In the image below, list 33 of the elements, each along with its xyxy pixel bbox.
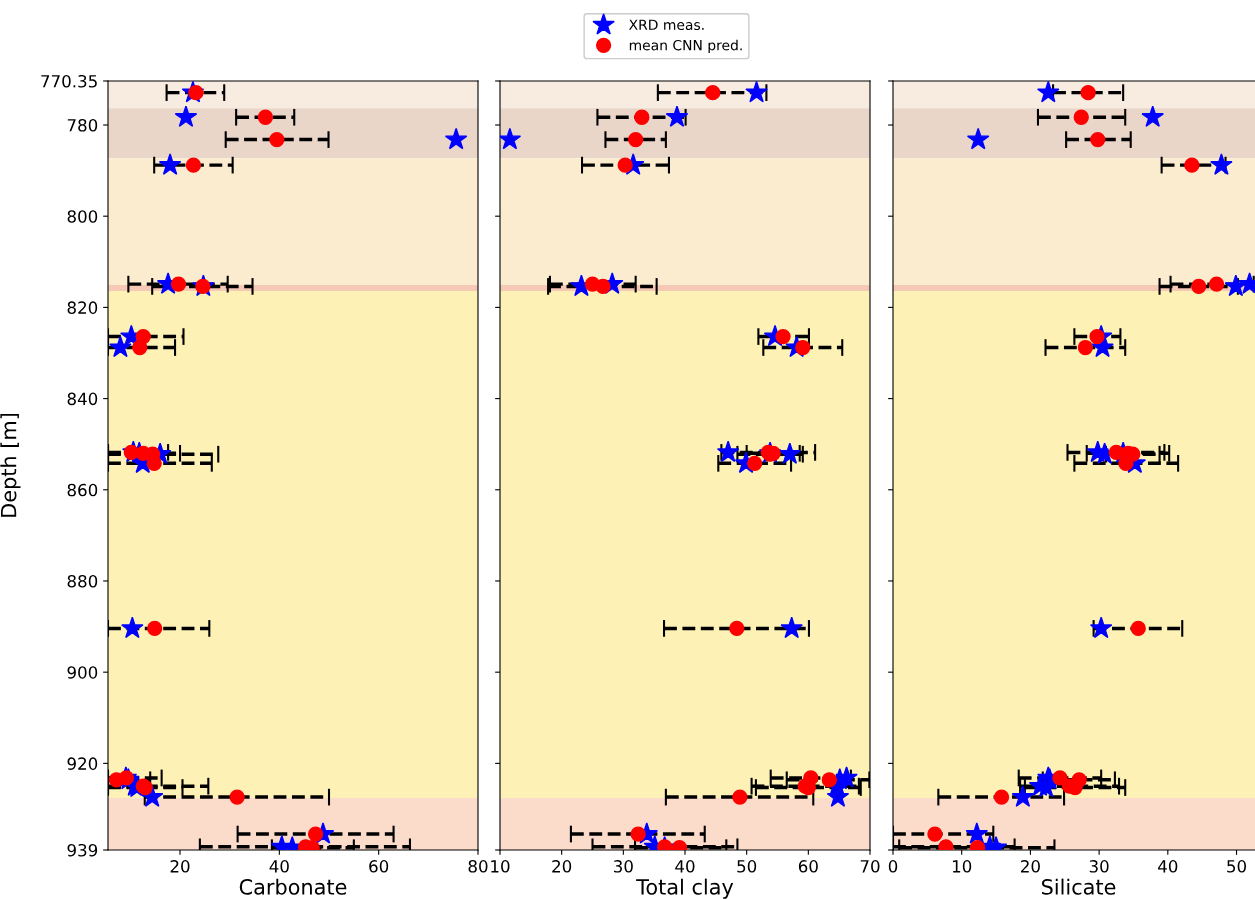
y-tick-label: 900 <box>67 666 98 679</box>
x-tick-label: 50 <box>1227 860 1247 873</box>
x-tick-label: 60 <box>798 860 818 873</box>
x-tick-label: 10 <box>952 860 972 873</box>
y-tick-label: 800 <box>67 210 98 223</box>
y-tick-label: 860 <box>67 483 98 497</box>
legend-label: XRD meas. <box>629 19 704 31</box>
y-tick-label: 880 <box>67 574 98 588</box>
x-tick-label: 80 <box>468 860 488 873</box>
x-tick-label: 40 <box>1158 860 1178 873</box>
x-tick-label: 50 <box>737 860 757 873</box>
x-tick-label: 0 <box>888 860 898 873</box>
x-tick-label: 20 <box>552 860 572 873</box>
x-tick-label: 40 <box>269 860 289 873</box>
x-tick-label: 20 <box>1021 860 1040 873</box>
x-axis-title: Carbonate <box>239 878 347 895</box>
y-tick-label: 920 <box>67 757 98 770</box>
x-tick-label: 20 <box>170 860 190 873</box>
y-tick-label: 939 <box>67 843 98 857</box>
x-axis-title: Total clay <box>636 878 734 899</box>
x-tick-label: 70 <box>860 860 880 873</box>
x-tick-label: 10 <box>491 860 510 873</box>
y-tick-label: 780 <box>67 118 98 132</box>
x-tick-label: 30 <box>614 860 633 873</box>
legend-label: mean CNN pred. <box>629 39 742 54</box>
y-tick-label: 840 <box>67 392 98 406</box>
x-tick-label: 30 <box>1089 860 1109 873</box>
x-axis-title: Silicate <box>1041 878 1116 895</box>
x-tick-label: 40 <box>675 860 695 873</box>
y-tick-label: 770.35 <box>41 74 97 88</box>
y-tick-label: 820 <box>67 301 98 314</box>
y-axis-title: Depth [m] <box>0 413 21 517</box>
x-tick-label: 60 <box>369 860 389 873</box>
